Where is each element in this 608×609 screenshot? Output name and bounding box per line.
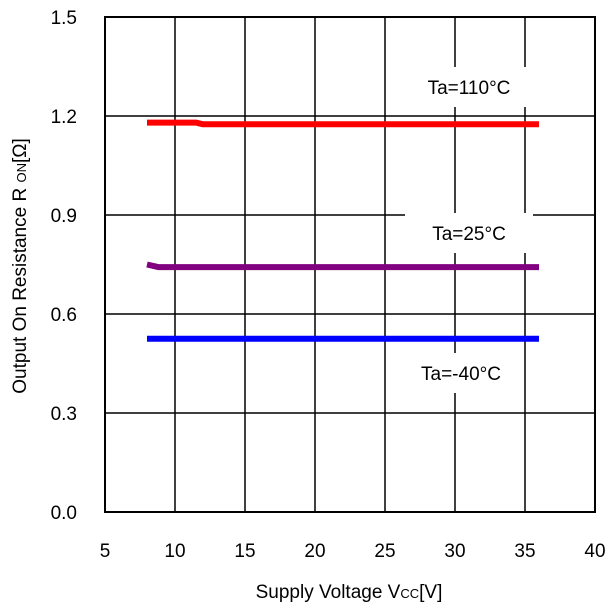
series-label-0: Ta=110°C — [428, 78, 511, 99]
x-tick-label: 35 — [514, 541, 535, 562]
plot-frame — [104, 16, 596, 513]
y-tick-labels: 0.0 0.3 0.6 0.9 1.2 1.5 — [51, 8, 77, 524]
y-axis-title: Output On Resistance R ON[Ω] — [10, 138, 31, 393]
x-axis-title: Supply Voltage VCC[V] — [256, 582, 443, 603]
series-label-background — [401, 353, 521, 393]
y-tick-label: 1.5 — [51, 8, 77, 29]
series-labels: Ta=110°C Ta=25°C Ta=-40°C — [401, 67, 533, 393]
x-tick-label: 25 — [374, 541, 395, 562]
y-tick-label: 0.3 — [51, 404, 77, 425]
series-line-0 — [147, 119, 539, 128]
y-tick-label: 1.2 — [51, 107, 77, 128]
series-line-1 — [146, 261, 539, 271]
x-tick-label: 15 — [234, 541, 255, 562]
x-tick-label: 5 — [100, 541, 111, 562]
series-label-1: Ta=25°C — [432, 224, 506, 245]
x-tick-label: 10 — [164, 541, 185, 562]
series-lines — [146, 119, 539, 342]
series-label-background — [405, 213, 533, 253]
x-tick-label: 20 — [304, 541, 325, 562]
x-tick-label: 40 — [584, 541, 605, 562]
y-tick-label: 0.6 — [51, 305, 77, 326]
x-tick-labels: 5 10 15 20 25 30 35 40 — [100, 541, 606, 562]
y-tick-label: 0.9 — [51, 206, 77, 227]
y-tick-label: 0.0 — [51, 503, 77, 524]
x-tick-label: 30 — [444, 541, 465, 562]
series-label-2: Ta=-40°C — [421, 364, 501, 385]
series-label-background — [405, 67, 533, 107]
